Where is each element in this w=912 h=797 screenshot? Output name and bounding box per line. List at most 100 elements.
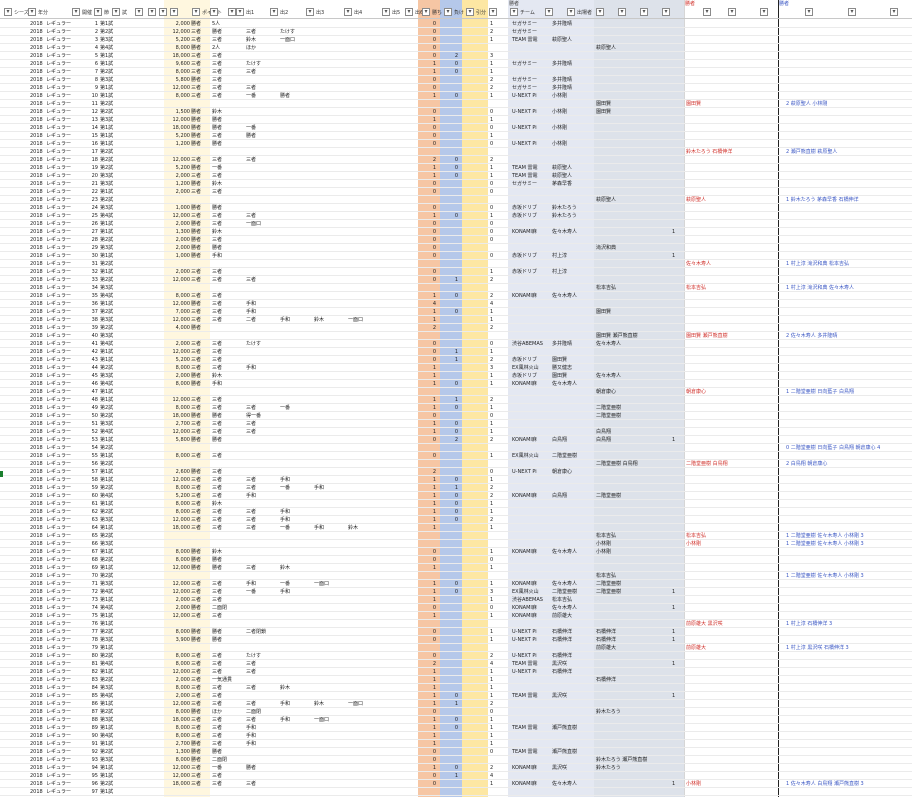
table-row[interactable]: 2018 レギュラー 49 第2試 8,000 三者 三者 三者 一番 1 0 1 二階堂亜樹	[0, 404, 912, 412]
table-row[interactable]: 2018 レギュラー 8 第3試 5,800 勝者 三者 0 2 セガサミー 多井隆晴	[0, 76, 912, 84]
filter-dropdown-button[interactable]: ▾	[444, 8, 452, 16]
table-row[interactable]: 2018 レギュラー 30 第1試 1,000 勝者 手和 0 0 赤坂ドリブ 村上淳 1	[0, 252, 912, 260]
table-row[interactable]: 2018 レギュラー 12 第2試 1,500 勝者 鈴木 0 0 U-NEXT Pi 小林剛 園田賢	[0, 108, 912, 116]
table-row[interactable]: 2018 レギュラー 67 第1試 8,000 勝者 鈴木 0 1 KONAMI麻 佐々木寿人 小林剛	[0, 548, 912, 556]
table-row[interactable]: 2018 レギュラー 59 第2試 8,000 三者 三者 三者 一番 手和 1 1 2	[0, 484, 912, 492]
filter-dropdown-button[interactable]: ▾	[805, 8, 813, 16]
filter-dropdown-button[interactable]: ▾	[662, 8, 670, 16]
filter-dropdown-button[interactable]: ▾	[728, 8, 736, 16]
table-row[interactable]: 2018 レギュラー 23 第2試 萩原聖人 萩原聖人 1 鈴木たろう 茅森早香 石橋伸洋	[0, 196, 912, 204]
table-row[interactable]: 2018 レギュラー 27 第1試 1,300 勝者 鈴木 0 0 KONAMI麻 佐々木寿人 1	[0, 228, 912, 236]
table-row[interactable]: 2018 レギュラー 1 第1試 2,000 勝者 5人 0 1 セガサミー 多井隆晴	[0, 20, 912, 28]
table-row[interactable]: 2018 レギュラー 68 第2試 8,000 勝者 勝者 0 0	[0, 556, 912, 564]
filter-dropdown-button[interactable]: ▾	[760, 8, 768, 16]
filter-dropdown-button[interactable]: ▾	[510, 8, 518, 16]
table-row[interactable]: 2018 レギュラー 90 第4試 8,000 三者 三者 手和 1 1	[0, 732, 912, 740]
table-row[interactable]: 2018 レギュラー 31 第2試 佐々木寿人 1 村上淳 滝沢和典 松本吉弘	[0, 260, 912, 268]
table-row[interactable]: 2018 レギュラー 5 第1試 18,000 三者 三者 0 2 3	[0, 52, 912, 60]
table-row[interactable]: 2018 レギュラー 7 第2試 8,000 三者 三者 三者 1 0 1	[0, 68, 912, 76]
table-row[interactable]: 2018 レギュラー 55 第1試 8,000 三者 三者 0 1 EX風林火山 二階堂亜樹	[0, 452, 912, 460]
table-row[interactable]: 2018 レギュラー 70 第2試 松本吉弘 1 二階堂亜樹 佐々木寿人 小林剛 3	[0, 572, 912, 580]
filter-dropdown-button[interactable]: ▾	[148, 8, 156, 16]
filter-dropdown-button[interactable]: ▾	[159, 8, 167, 16]
table-row[interactable]: 2018 レギュラー 46 第4試 8,000 勝者 手和 1 0 1 KONAMI麻 佐々木寿人	[0, 380, 912, 388]
table-row[interactable]: 2018 レギュラー 24 第3試 1,000 勝者 勝者 0 0 赤坂ドリブ 鈴木たろう	[0, 204, 912, 212]
filter-dropdown-button[interactable]: ▾	[545, 8, 553, 16]
filter-dropdown-button[interactable]: ▾	[422, 8, 430, 16]
filter-dropdown-button[interactable]: ▾	[703, 8, 711, 16]
filter-dropdown-button[interactable]: ▾	[466, 8, 474, 16]
table-row[interactable]: 2018 レギュラー 97 第1試	[0, 788, 912, 796]
table-row[interactable]: 2018 レギュラー 13 第3試 12,000 勝者 勝者 1 1	[0, 116, 912, 124]
table-row[interactable]: 2018 レギュラー 48 第1試 12,000 三者 三者 1 1 2	[0, 396, 912, 404]
table-row[interactable]: 2018 レギュラー 53 第1試 5,800 勝者 勝者 0 2 2 KONAMI麻 白鳥翔 白鳥翔 1	[0, 436, 912, 444]
table-row[interactable]: 2018 レギュラー 80 第2試 8,000 三者 三者 たけす 0 2 U-NEXT Pi 石橋伸…	[0, 652, 912, 660]
table-row[interactable]: 2018 レギュラー 93 第3試 8,000 勝者 二面閉 0 鈴木たろう 瀬戸熊直樹	[0, 756, 912, 764]
table-row[interactable]: 2018 レギュラー 21 第3試 1,200 勝者 鈴木 0 0 セガサミー 茅森早香	[0, 180, 912, 188]
filter-dropdown-button[interactable]: ▾	[72, 8, 80, 16]
table-row[interactable]: 2018 レギュラー 40 第3試 園田賢 瀬戸熊直樹 園田賢 瀬戸熊直樹 2 佐々木寿人 …	[0, 332, 912, 340]
filter-dropdown-button[interactable]: ▾	[28, 8, 36, 16]
table-row[interactable]: 2018 レギュラー 41 第4試 2,000 三者 三者 たけす 0 0 渋谷ABEMAS 多井隆晴…	[0, 340, 912, 348]
table-row[interactable]: 2018 レギュラー 72 第4試 12,000 三者 三者 一番 手和 1 0 3 EX風林火山 二階堂…	[0, 588, 912, 596]
filter-dropdown-button[interactable]: ▾	[236, 8, 244, 16]
table-row[interactable]: 2018 レギュラー 18 第2試 12,000 三者 三者 三者 2 0 2	[0, 156, 912, 164]
table-row[interactable]: 2018 レギュラー 75 第1試 12,000 三者 三者 1 1 KONAMI麻 前原雄大	[0, 612, 912, 620]
table-row[interactable]: 2018 レギュラー 52 第4試 12,000 三者 三者 三者 1 0 1 白鳥翔	[0, 428, 912, 436]
table-row[interactable]: 2018 レギュラー 51 第3試 2,700 三者 三者 三者 1 0 1	[0, 420, 912, 428]
table-row[interactable]: 2018 レギュラー 56 第2試 二階堂亜樹 白鳥翔 二階堂亜樹 白鳥翔 2 白鳥翔 朝倉…	[0, 460, 912, 468]
table-row[interactable]: 2018 レギュラー 4 第4試 8,000 勝者 2人 ほか 0 萩原聖人	[0, 44, 912, 52]
table-row[interactable]: 2018 レギュラー 50 第2試 18,000 勝者 勝者 得一番 0 0 二階堂亜樹	[0, 412, 912, 420]
table-row[interactable]: 2018 レギュラー 69 第1試 12,000 勝者 勝者 三者 鈴木 1 1	[0, 564, 912, 572]
table-row[interactable]: 2018 レギュラー 58 第1試 12,000 三者 三者 三者 手和 1 0 1	[0, 476, 912, 484]
table-row[interactable]: 2018 レギュラー 63 第3試 12,000 三者 三者 三者 手和 1 0 2	[0, 516, 912, 524]
table-row[interactable]: 2018 レギュラー 94 第1試 12,000 三者 一番 勝者 1 0 2 KONAMI麻 黒沢咲鈴…	[0, 764, 912, 772]
table-row[interactable]: 2018 レギュラー 89 第1試 8,000 三者 三者 手和 1 0 1 TEAM 雷電 瀬戸熊直樹	[0, 724, 912, 732]
filter-dropdown-button[interactable]: ▾	[382, 8, 390, 16]
table-row[interactable]: 2018 レギュラー 61 第1試 8,000 三者 鈴木 1 0 1	[0, 500, 912, 508]
table-row[interactable]: 2018 レギュラー 32 第1試 2,000 三者 三者 0 1 赤坂ドリブ 村上淳	[0, 268, 912, 276]
table-row[interactable]: 2018 レギュラー 78 第3試 3,900 勝者 勝者 0 1 U-NEXT Pi 石橋伸洋 石橋…	[0, 636, 912, 644]
table-row[interactable]: 2018 レギュラー 74 第4試 2,000 勝者 二面閉 0 0 KONAMI麻 佐々木寿人 1	[0, 604, 912, 612]
table-row[interactable]: 2018 レギュラー 66 第3試 小林剛 小林剛 1 二階堂亜樹 佐々木寿人 小林剛 3	[0, 540, 912, 548]
table-row[interactable]: 2018 レギュラー 84 第3試 8,000 三者 三者 三者 鈴木 1 1	[0, 684, 912, 692]
table-row[interactable]: 2018 レギュラー 26 第1試 2,000 勝者 三者 一面口 0 0	[0, 220, 912, 228]
table-row[interactable]: 2018 レギュラー 16 第1試 1,200 勝者 勝者 0 0 U-NEXT Pi 小林剛	[0, 140, 912, 148]
table-row[interactable]: 2018 レギュラー 45 第3試 2,000 勝者 鈴木 1 1 赤坂ドリブ 園田賢 佐々木寿人	[0, 372, 912, 380]
filter-dropdown-button[interactable]: ▾	[405, 8, 413, 16]
table-row[interactable]: 2018 レギュラー 15 第1試 5,200 勝者 三者 勝者 0 1	[0, 132, 912, 140]
table-row[interactable]: 2018 レギュラー 88 第3試 18,000 三者 三者 三者 手和 一面口 1 0 1	[0, 716, 912, 724]
table-row[interactable]: 2018 レギュラー 11 第2試 園田賢 園田賢 2 萩原聖人 小林剛	[0, 100, 912, 108]
filter-dropdown-button[interactable]: ▾	[192, 8, 200, 16]
table-row[interactable]: 2018 レギュラー 92 第2試 1,300 勝者 勝者 0 0 TEAM 雷電 瀬戸熊直樹	[0, 748, 912, 756]
table-row[interactable]: 2018 レギュラー 44 第2試 8,000 三者 三者 手和 1 3 EX風林火山 勝又健志	[0, 364, 912, 372]
table-row[interactable]: 2018 レギュラー 54 第2試 0 二階堂亜樹 日向藍子 白鳥翔 朝倉康心 4	[0, 444, 912, 452]
table-row[interactable]: 2018 レギュラー 25 第4試 12,000 三者 三者 三者 1 0 1 赤坂ドリブ 鈴木たろう	[0, 212, 912, 220]
table-row[interactable]: 2018 レギュラー 6 第1試 9,600 三者 三者 たけす 1 0 1 セガサミー 多井隆晴	[0, 60, 912, 68]
table-row[interactable]: 2018 レギュラー 82 第1試 12,000 三者 三者 三者 1 1 U-NEXT Pi 石橋伸…	[0, 668, 912, 676]
table-row[interactable]: 2018 レギュラー 36 第1試 12,000 勝者 三者 手和 4 4	[0, 300, 912, 308]
table-row[interactable]: 2018 レギュラー 42 第1試 12,000 三者 三者 0 1 1	[0, 348, 912, 356]
table-row[interactable]: 2018 レギュラー 22 第1試 2,000 三者 三者 0 0	[0, 188, 912, 196]
filter-dropdown-button[interactable]: ▾	[112, 8, 120, 16]
table-row[interactable]: 2018 レギュラー 91 第1試 2,700 勝者 三者 手和 1 1	[0, 740, 912, 748]
table-row[interactable]: 2018 レギュラー 65 第2試 松本吉弘 松本吉弘 1 二階堂亜樹 佐々木寿人 小林剛 …	[0, 532, 912, 540]
table-row[interactable]: 2018 レギュラー 76 第1試 前原雄大 黒沢咲 1 村上淳 石橋伸洋 3	[0, 620, 912, 628]
table-row[interactable]: 2018 レギュラー 2 第2試 12,000 三者 勝者 三者 たけす 0 2 セガサミー	[0, 28, 912, 36]
table-row[interactable]: 2018 レギュラー 33 第2試 12,000 三者 三者 三者 0 1 2	[0, 276, 912, 284]
table-row[interactable]: 2018 レギュラー 95 第1試 12,000 三者 三者 0 1 4	[0, 772, 912, 780]
table-row[interactable]: 2018 レギュラー 39 第2試 4,000 勝者 2 2	[0, 324, 912, 332]
table-row[interactable]: 2018 レギュラー 34 第3試 松本吉弘 松本吉弘 1 村上淳 滝沢和典 佐々木寿人	[0, 284, 912, 292]
table-row[interactable]: 2018 レギュラー 77 第2試 8,000 勝者 勝者 二者閉鎖 0 1 U-NEXT Pi 石橋…	[0, 628, 912, 636]
table-row[interactable]: 2018 レギュラー 86 第1試 12,000 三者 三者 三者 手和 鈴木 一面口 1 1 2	[0, 700, 912, 708]
filter-dropdown-button[interactable]: ▾	[489, 8, 497, 16]
filter-dropdown-button[interactable]: ▾	[567, 8, 575, 16]
table-row[interactable]: 2018 レギュラー 79 第1試 前原雄大 前原雄大 1 村上淳 黒沢咲 石橋伸洋 3	[0, 644, 912, 652]
table-row[interactable]: 2018 レギュラー 14 第1試 18,000 勝者 勝者 一番 0 0 U-NEXT Pi 小林剛	[0, 124, 912, 132]
filter-dropdown-button[interactable]: ▾	[210, 8, 218, 16]
table-row[interactable]: 2018 レギュラー 10 第1試 8,000 三者 三者 一番 勝者 1 0 1 U-NEXT Pi 小…	[0, 92, 912, 100]
table-row[interactable]: 2018 レギュラー 60 第4試 5,200 三者 三者 手和 1 0 2 KONAMI麻 白鳥翔 二階…	[0, 492, 912, 500]
filter-dropdown-button[interactable]: ▾	[596, 8, 604, 16]
table-row[interactable]: 2018 レギュラー 64 第1試 18,000 三者 三者 三者 一番 手和 鈴木 1 1	[0, 524, 912, 532]
table-row[interactable]: 2018 レギュラー 17 第2試 鈴木たろう 石橋伸洋 2 瀬戸熊直樹 萩原聖人	[0, 148, 912, 156]
